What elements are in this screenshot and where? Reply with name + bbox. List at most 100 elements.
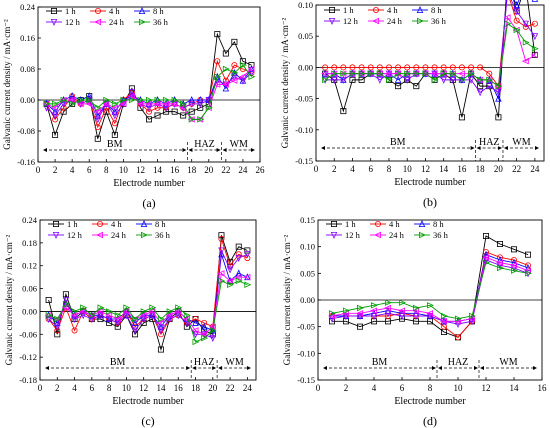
legend-label: 8 h	[433, 219, 444, 229]
x-tick-label: 22	[221, 165, 230, 175]
x-tick-label: 12	[139, 383, 148, 393]
x-tick-label: 8	[428, 383, 433, 393]
x-tick-label: 0	[36, 165, 41, 175]
zone-arrowhead	[471, 146, 475, 150]
y-tick-label: 0.15	[300, 215, 315, 225]
x-tick-label: 18	[187, 165, 197, 175]
zone-label: BM	[110, 357, 126, 368]
series-line	[47, 69, 252, 116]
x-tick-label: 26	[256, 165, 266, 175]
x-tick-label: 22	[512, 164, 521, 174]
legend-label: 12 h	[345, 230, 361, 240]
zone-arrowhead	[251, 148, 255, 152]
x-tick-label: 14	[439, 164, 449, 174]
legend-label: 24 h	[111, 230, 127, 240]
series-line	[47, 73, 252, 120]
legend-label: 24 h	[389, 230, 405, 240]
zone-arrowhead	[323, 366, 327, 370]
data-point	[532, 0, 537, 1]
x-tick-label: 24	[238, 165, 248, 175]
x-tick-label: 12	[482, 383, 491, 393]
zone-arrowhead	[321, 146, 325, 150]
zone-label: BM	[372, 357, 388, 368]
x-tick-label: 2	[53, 165, 58, 175]
series-line	[47, 34, 252, 139]
legend-label: 4 h	[387, 5, 398, 15]
y-tick-label: 0.05	[298, 31, 313, 41]
data-point	[245, 282, 251, 287]
x-tick-label: 14	[153, 165, 163, 175]
x-tick-label: 2	[332, 164, 337, 174]
zone-arrowhead	[247, 366, 251, 370]
x-tick-label: 16	[174, 383, 184, 393]
x-tick-label: 14	[156, 383, 166, 393]
x-tick-label: 24	[530, 164, 540, 174]
x-tick-label: 20	[204, 165, 214, 175]
legend-label: 12 h	[343, 16, 359, 26]
x-tick-label: 10	[403, 164, 413, 174]
series-line	[332, 263, 528, 319]
x-tick-label: 14	[510, 383, 520, 393]
zone-label: WM	[225, 357, 243, 368]
legend-label: 4 h	[109, 6, 120, 16]
legend-label: 12 h	[67, 230, 83, 240]
panel-label: (d)	[423, 414, 437, 428]
legend-label: 8 h	[431, 5, 442, 15]
y-tick-label: -0.15	[295, 156, 313, 166]
zone-arrowhead	[533, 366, 537, 370]
zone-arrowhead	[188, 148, 192, 152]
x-axis-label: Electrode number	[113, 178, 185, 189]
series	[44, 63, 255, 122]
legend-label: 36 h	[431, 16, 447, 26]
zone-label: HAZ	[448, 357, 469, 368]
x-tick-label: 4	[372, 383, 377, 393]
y-tick-label: 0.06	[22, 284, 37, 294]
legend-label: 4 h	[111, 219, 122, 229]
y-axis-label: Galvanic current density / mA·cm⁻²	[280, 18, 290, 149]
x-tick-label: 12	[421, 164, 430, 174]
x-tick-label: 6	[87, 165, 92, 175]
plot-frame	[316, 5, 544, 161]
y-tick-label: 0.10	[298, 0, 313, 10]
x-axis-label: Electrode number	[112, 396, 184, 407]
zone-arrowhead	[182, 148, 186, 152]
legend-label: 1 h	[67, 219, 78, 229]
panel-label: (c)	[141, 414, 154, 428]
series-line	[47, 61, 252, 127]
legend-label: 12 h	[65, 17, 81, 27]
x-tick-label: 12	[136, 165, 145, 175]
zone-arrowhead	[480, 366, 484, 370]
legend-label: 24 h	[109, 17, 125, 27]
zone-label: HAZ	[194, 357, 215, 368]
legend-label: 36 h	[153, 17, 169, 27]
y-axis-label: Galvanic current density / mA·cm⁻²	[2, 19, 12, 150]
x-tick-label: 20	[494, 164, 504, 174]
y-tick-label: -0.06	[19, 329, 37, 339]
zone-arrowhead	[45, 366, 49, 370]
y-tick-label: -0.12	[19, 352, 37, 362]
y-tick-label: 0.08	[20, 64, 35, 74]
panel-label: (b)	[423, 195, 437, 209]
y-tick-label: -0.10	[297, 348, 315, 358]
x-tick-label: 10	[122, 383, 132, 393]
panel: 0 2 4 6 8 10 12 14 16 -0.15 -0.10 -0.05 0.00 0.05 0.10…	[282, 215, 547, 428]
x-tick-label: 8	[387, 164, 392, 174]
zone-arrowhead	[474, 366, 478, 370]
series	[329, 233, 530, 340]
plot-frame	[40, 220, 256, 380]
y-tick-label: -0.08	[17, 126, 35, 136]
y-tick-label: 0.24	[20, 2, 36, 12]
y-tick-label: 0.24	[22, 215, 38, 225]
y-tick-label: 0.18	[22, 238, 37, 248]
x-tick-label: 0	[314, 164, 319, 174]
zone-arrowhead	[43, 148, 47, 152]
series	[44, 66, 255, 122]
x-tick-label: 16	[538, 383, 548, 393]
series-line	[332, 236, 528, 337]
panel-label: (a)	[142, 196, 155, 210]
x-tick-label: 4	[70, 165, 75, 175]
series	[44, 32, 254, 142]
y-tick-label: 0.05	[300, 268, 315, 278]
x-tick-label: 18	[191, 383, 201, 393]
